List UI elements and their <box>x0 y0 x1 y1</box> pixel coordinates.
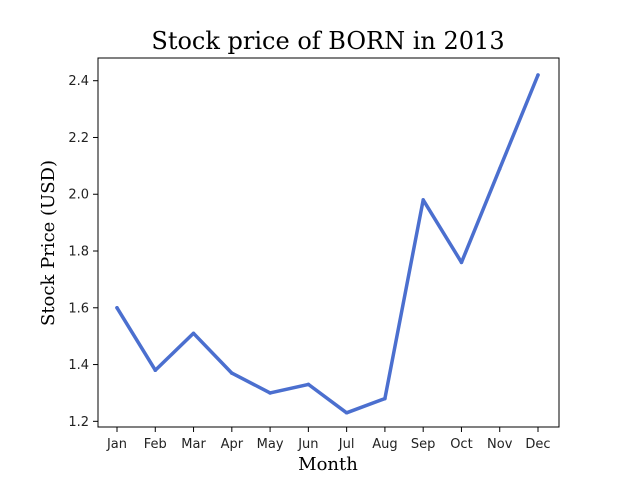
x-tick-label: Oct <box>450 437 472 452</box>
x-tick-label: May <box>257 437 284 452</box>
data-point <box>421 198 425 202</box>
data-point <box>344 411 349 415</box>
x-tick-label: Feb <box>144 437 167 452</box>
data-point <box>497 166 502 171</box>
x-tick-label: Mar <box>181 437 206 452</box>
y-axis-label: Stock Price (USD) <box>38 160 59 326</box>
x-tick-label: Jun <box>297 437 318 452</box>
x-axis: Jan Feb Mar Apr May Jun Jul Aug Sep Oct Nov Dec <box>106 427 551 452</box>
y-tick-label: 1.6 <box>68 301 89 316</box>
data-point <box>230 371 234 375</box>
data-point <box>306 382 311 387</box>
x-tick-label: Apr <box>221 437 244 452</box>
x-axis-label: Month <box>298 454 358 475</box>
x-tick-label: Sep <box>411 437 436 452</box>
plot-frame <box>97 57 560 428</box>
x-tick-label: Nov <box>487 437 513 452</box>
data-point <box>383 396 387 401</box>
y-tick-label: 1.4 <box>68 358 89 373</box>
y-tick-label: 2.4 <box>68 74 89 89</box>
chart-title: Stock price of BORN in 2013 <box>151 27 504 55</box>
plot-area <box>115 73 540 415</box>
y-tick-label: 2.2 <box>68 131 89 146</box>
series-line <box>115 73 540 415</box>
y-tick-label: 1.2 <box>68 415 89 430</box>
data-point <box>115 306 119 310</box>
x-tick-label: Jul <box>338 437 355 452</box>
x-tick-label: Aug <box>372 437 397 452</box>
data-point <box>268 391 272 395</box>
data-point <box>153 368 158 372</box>
data-point <box>191 331 196 336</box>
y-tick-label: 2.0 <box>68 188 89 203</box>
x-tick-label: Jan <box>106 437 127 452</box>
y-tick-label: 1.8 <box>68 245 89 260</box>
data-point <box>536 73 540 77</box>
data-point <box>459 260 464 265</box>
y-axis: 1.2 1.4 1.6 1.8 2.0 2.2 2.4 <box>68 74 98 430</box>
x-tick-label: Dec <box>525 437 550 452</box>
